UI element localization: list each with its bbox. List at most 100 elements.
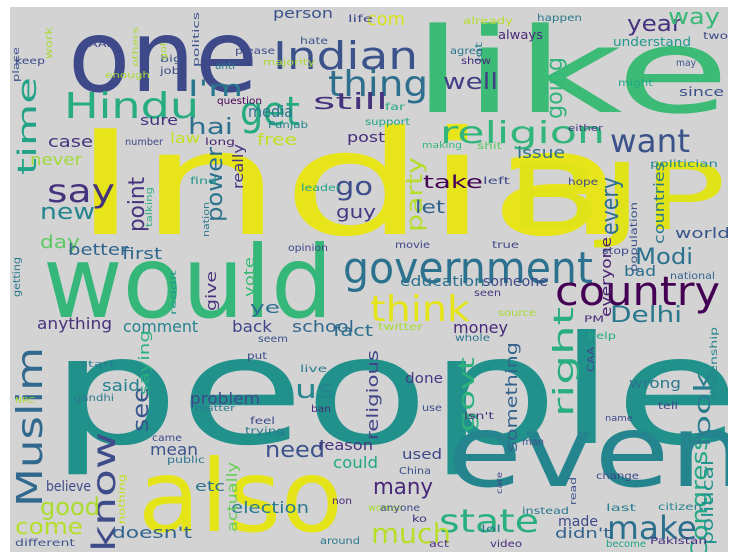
- word-someone: someone: [483, 274, 549, 290]
- word-care: care: [495, 472, 504, 494]
- word-law: law: [170, 131, 200, 147]
- word-us: us: [295, 375, 336, 405]
- word-different: different: [15, 538, 75, 549]
- word-used: used: [402, 447, 443, 463]
- word-hate: hate: [300, 36, 329, 47]
- word-problem: problem: [190, 389, 260, 408]
- word-saying: saying: [137, 329, 153, 395]
- word-good: good: [40, 493, 101, 521]
- word-thing: thing: [328, 64, 429, 105]
- word-question: question: [217, 96, 263, 107]
- word-seem: seem: [258, 334, 288, 345]
- word-making: making: [422, 141, 463, 151]
- word-happen: happen: [537, 13, 582, 24]
- word-back: back: [232, 317, 273, 336]
- word-school: school: [292, 317, 355, 336]
- word-issue: issue: [517, 143, 566, 162]
- word-china: China: [399, 466, 432, 477]
- word-nrc: NRC: [15, 396, 35, 405]
- word-going: going: [543, 56, 568, 119]
- word-i-m: I'm: [188, 77, 243, 102]
- word-use: use: [422, 403, 443, 414]
- word-vote: vote: [242, 257, 258, 297]
- word-muslim: Muslim: [10, 346, 51, 507]
- word-new: new: [40, 200, 95, 225]
- word-whole: whole: [455, 333, 490, 344]
- word-tell: tell: [658, 401, 679, 412]
- word-hai: hai: [188, 115, 233, 140]
- word-around: around: [320, 536, 360, 547]
- word-sure: sure: [140, 113, 179, 129]
- word-much: much: [371, 517, 451, 550]
- word-done: done: [405, 371, 443, 387]
- word-change: change: [596, 471, 639, 482]
- word-say: say: [47, 172, 115, 210]
- word-keep: keep: [15, 56, 45, 67]
- word-always: always: [498, 28, 544, 42]
- word-opinion: opinion: [288, 243, 328, 254]
- word-lol: lol: [481, 524, 501, 535]
- word-bjp: BJP: [506, 144, 727, 251]
- word-religion: religion: [440, 116, 606, 151]
- word-take: take: [423, 172, 483, 193]
- word-work: work: [44, 27, 55, 59]
- word-etc: etc: [195, 479, 225, 495]
- word-isn-t: isn't: [464, 411, 495, 422]
- word-still: still: [313, 90, 388, 115]
- word-give: give: [204, 271, 220, 311]
- word-doesn-t: doesn't: [112, 523, 192, 542]
- word-state: state: [439, 502, 540, 540]
- word-many: many: [373, 475, 434, 500]
- word-job: job: [160, 66, 180, 77]
- word-something: something: [502, 342, 521, 452]
- word-twitter: twitter: [378, 322, 423, 333]
- word-media: media: [248, 102, 294, 121]
- word-citizen: citizen: [658, 502, 703, 513]
- word-agree: agree: [450, 46, 484, 57]
- word-bad: bad: [624, 264, 657, 280]
- word-two: two: [703, 31, 728, 42]
- word-people: people: [50, 305, 728, 479]
- word-caa: CAA: [586, 347, 597, 372]
- word-hindu: Hindu: [64, 86, 200, 127]
- word-education: education: [400, 274, 486, 290]
- word-com: com: [367, 9, 405, 30]
- word-indian: Indian: [273, 34, 419, 78]
- word-population: population: [629, 202, 640, 272]
- word-cloud-canvas: people India like one would also even BJP govern…: [10, 7, 728, 552]
- word-religious: religious: [363, 349, 382, 440]
- word-video: video: [490, 539, 523, 550]
- word-long: long: [205, 137, 235, 148]
- word-reddit: reddit: [169, 269, 178, 315]
- word-live: live: [300, 364, 328, 375]
- word-ban: ban: [311, 404, 331, 415]
- word-get: get: [240, 89, 300, 135]
- word-may: may: [676, 58, 697, 69]
- word-aap: AAP: [89, 39, 114, 50]
- word-really: really: [231, 144, 247, 189]
- word-put: put: [247, 351, 267, 362]
- word-anything: anything: [37, 314, 113, 333]
- word-country: country: [555, 269, 721, 315]
- word-year: year: [627, 12, 682, 37]
- word-far: far: [385, 102, 406, 113]
- word-politician: politician: [650, 159, 719, 170]
- word-act: act: [429, 539, 449, 550]
- word-believe: believe: [46, 479, 92, 495]
- word-show: show: [461, 56, 491, 67]
- word-first: first: [122, 244, 162, 263]
- word-either: either: [568, 124, 604, 134]
- word-majority: majority: [263, 58, 316, 68]
- word-way: way: [668, 7, 721, 30]
- word-go: go: [335, 172, 373, 202]
- word-talking: talking: [145, 187, 155, 227]
- word-could: could: [333, 453, 379, 472]
- word-also: also: [138, 438, 343, 552]
- word-help: help: [588, 331, 617, 342]
- word-matter: matter: [195, 404, 235, 414]
- word-getting: getting: [12, 256, 23, 297]
- word-trying: trying: [245, 426, 286, 437]
- word-feel: feel: [250, 416, 275, 427]
- word-actually: actually: [225, 461, 241, 532]
- word-would: would: [43, 224, 333, 341]
